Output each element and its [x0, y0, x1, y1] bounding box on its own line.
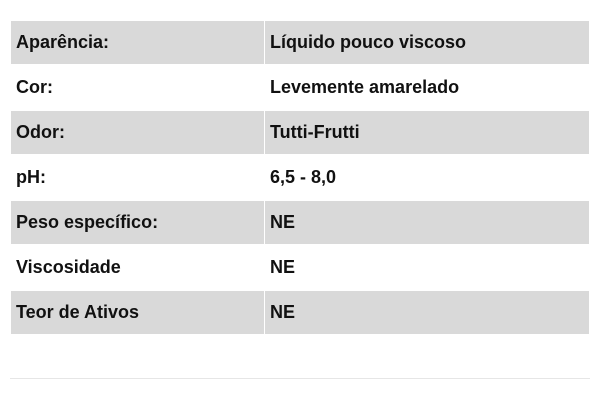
- table-row: pH: 6,5 - 8,0: [11, 156, 589, 199]
- table-row: Viscosidade NE: [11, 246, 589, 289]
- divider: [10, 378, 590, 379]
- table-row: Teor de Ativos NE: [11, 291, 589, 334]
- property-label: Peso específico:: [11, 201, 264, 244]
- property-label: Teor de Ativos: [11, 291, 264, 334]
- table-row: Peso específico: NE: [11, 201, 589, 244]
- table-row: Cor: Levemente amarelado: [11, 66, 589, 109]
- property-label: Cor:: [16, 77, 53, 97]
- property-label: Viscosidade: [16, 257, 121, 277]
- property-label: Aparência:: [11, 21, 264, 64]
- property-label: pH:: [16, 167, 46, 187]
- table-row: Aparência: Líquido pouco viscoso: [11, 21, 589, 64]
- property-value: Tutti-Frutti: [265, 111, 589, 154]
- property-value: NE: [265, 291, 589, 334]
- property-label: Odor:: [11, 111, 264, 154]
- table-row: Odor: Tutti-Frutti: [11, 111, 589, 154]
- property-value: Líquido pouco viscoso: [265, 21, 589, 64]
- property-value: Levemente amarelado: [270, 77, 460, 97]
- property-value: 6,5 - 8,0: [270, 167, 337, 187]
- property-value: NE: [270, 257, 296, 277]
- property-value: NE: [265, 201, 589, 244]
- properties-table: Aparência: Líquido pouco viscoso Cor: Leve…: [10, 19, 590, 336]
